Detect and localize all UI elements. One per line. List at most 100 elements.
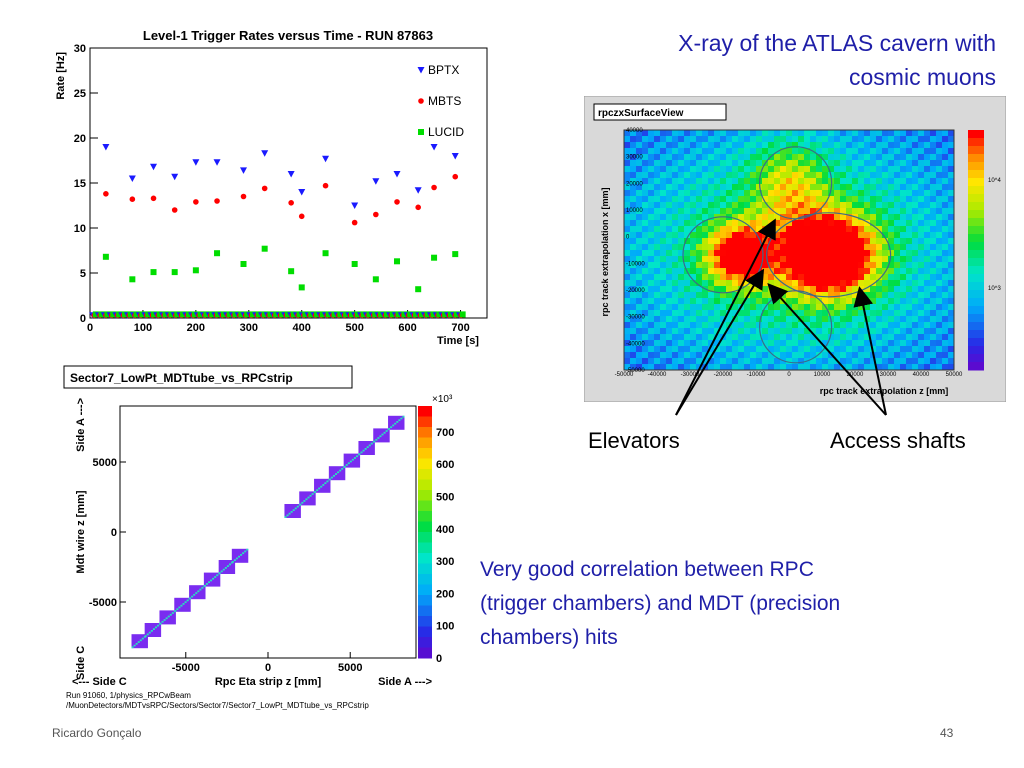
heatmap-cell <box>786 184 793 191</box>
heatmap-cell <box>678 148 685 155</box>
heatmap-cell <box>828 226 835 233</box>
trigger-rate-chart: Level-1 Trigger Rates versus Time - RUN … <box>55 28 488 347</box>
heatmap-cell <box>888 130 895 137</box>
heatmap-cell <box>888 358 895 365</box>
bptx-point <box>322 155 330 163</box>
structure-outline <box>766 212 892 298</box>
x-tick-label: 40000 <box>913 372 930 378</box>
heatmap-cell <box>780 166 787 173</box>
heatmap-cell <box>690 262 697 269</box>
y-tick-label: -20000 <box>626 288 645 294</box>
heatmap-cell <box>708 136 715 143</box>
heatmap-cell <box>648 274 655 281</box>
structure-outline <box>682 216 764 294</box>
heatmap-cell <box>648 160 655 167</box>
diagonal-cell <box>195 592 198 594</box>
heatmap-cell <box>624 154 631 161</box>
heatmap-cell <box>624 214 631 221</box>
heatmap-cell <box>672 220 679 227</box>
heatmap-cell <box>870 166 877 173</box>
heatmap-cell <box>756 304 763 311</box>
heatmap-cell <box>894 148 901 155</box>
heatmap-cell <box>792 202 799 209</box>
heatmap-cell <box>666 304 673 311</box>
heatmap-cell <box>654 238 661 245</box>
heatmap-cell <box>684 256 691 263</box>
heatmap-cell <box>828 154 835 161</box>
heatmap-cell <box>942 226 949 233</box>
heatmap-cell <box>660 190 667 197</box>
heatmap-cell <box>678 340 685 347</box>
heatmap-cell <box>846 340 853 347</box>
heatmap-cell <box>624 352 631 359</box>
heatmap-cell <box>876 214 883 221</box>
heatmap-cell <box>852 322 859 329</box>
heatmap-cell <box>792 280 799 287</box>
heatmap-cell <box>822 220 829 227</box>
diagonal-cell <box>220 570 223 573</box>
heatmap-cell <box>894 130 901 137</box>
heatmap-cell <box>654 244 661 251</box>
lucid-baseline-point <box>430 311 437 318</box>
colorbar-bin <box>418 469 432 480</box>
heatmap-cell <box>786 262 793 269</box>
heatmap-cell <box>678 316 685 323</box>
heatmap-cell <box>720 346 727 353</box>
histogram-title-box <box>593 103 727 121</box>
heatmap-cell <box>738 208 745 215</box>
y-tick-label: 25 <box>74 88 86 100</box>
heatmap-cell <box>726 154 733 161</box>
heatmap-cell <box>810 184 817 191</box>
heatmap-cell <box>858 160 865 167</box>
heatmap-cell <box>822 310 829 317</box>
heatmap-cell <box>780 130 787 137</box>
heatmap-cell <box>822 322 829 329</box>
heatmap-cell <box>702 148 709 155</box>
heatmap-cell <box>918 310 925 317</box>
diagonal-cell <box>335 473 338 475</box>
heatmap-cell <box>870 214 877 221</box>
heatmap-cell <box>810 364 817 371</box>
heatmap-cell <box>792 160 799 167</box>
heatmap-cell <box>870 316 877 323</box>
heatmap-cell <box>798 310 805 317</box>
heatmap-cell <box>882 280 889 287</box>
heatmap-cell <box>876 136 883 143</box>
heatmap-cell <box>756 256 763 263</box>
heatmap-cell <box>828 202 835 209</box>
heatmap-cell <box>828 292 835 299</box>
heatmap-cell <box>864 340 871 347</box>
heatmap-cell <box>936 358 943 365</box>
heatmap-cell <box>876 130 883 137</box>
heatmap-cell <box>840 142 847 149</box>
heatmap-cell <box>894 286 901 293</box>
heatmap-cell <box>624 130 631 137</box>
heatmap-cell <box>870 232 877 239</box>
heatmap-cell <box>900 346 907 353</box>
heatmap-cell <box>948 232 955 239</box>
x-tick-label: 400 <box>293 322 311 334</box>
heatmap-cell <box>834 196 841 203</box>
heatmap-cell <box>942 346 949 353</box>
heatmap-cell <box>708 154 715 161</box>
heatmap-cell <box>744 172 751 179</box>
heatmap-cell <box>702 358 709 365</box>
heatmap-cell <box>930 160 937 167</box>
heatmap-cell <box>876 250 883 257</box>
heatmap-cell <box>714 202 721 209</box>
heatmap-cell <box>948 340 955 347</box>
heatmap-cell <box>630 250 637 257</box>
heatmap-cell <box>948 364 955 371</box>
heatmap-cell <box>876 364 883 371</box>
heatmap-cell <box>744 322 751 329</box>
heatmap-cell <box>912 220 919 227</box>
lucid-point <box>415 286 422 293</box>
heatmap-cell <box>702 334 709 341</box>
heatmap-cell <box>828 208 835 215</box>
heatmap-cell <box>864 208 871 215</box>
heatmap-cell <box>840 130 847 137</box>
heatmap-cell <box>798 292 805 299</box>
heatmap-cell <box>642 292 649 299</box>
heatmap-cell <box>816 256 823 263</box>
heatmap-cell <box>738 232 745 239</box>
